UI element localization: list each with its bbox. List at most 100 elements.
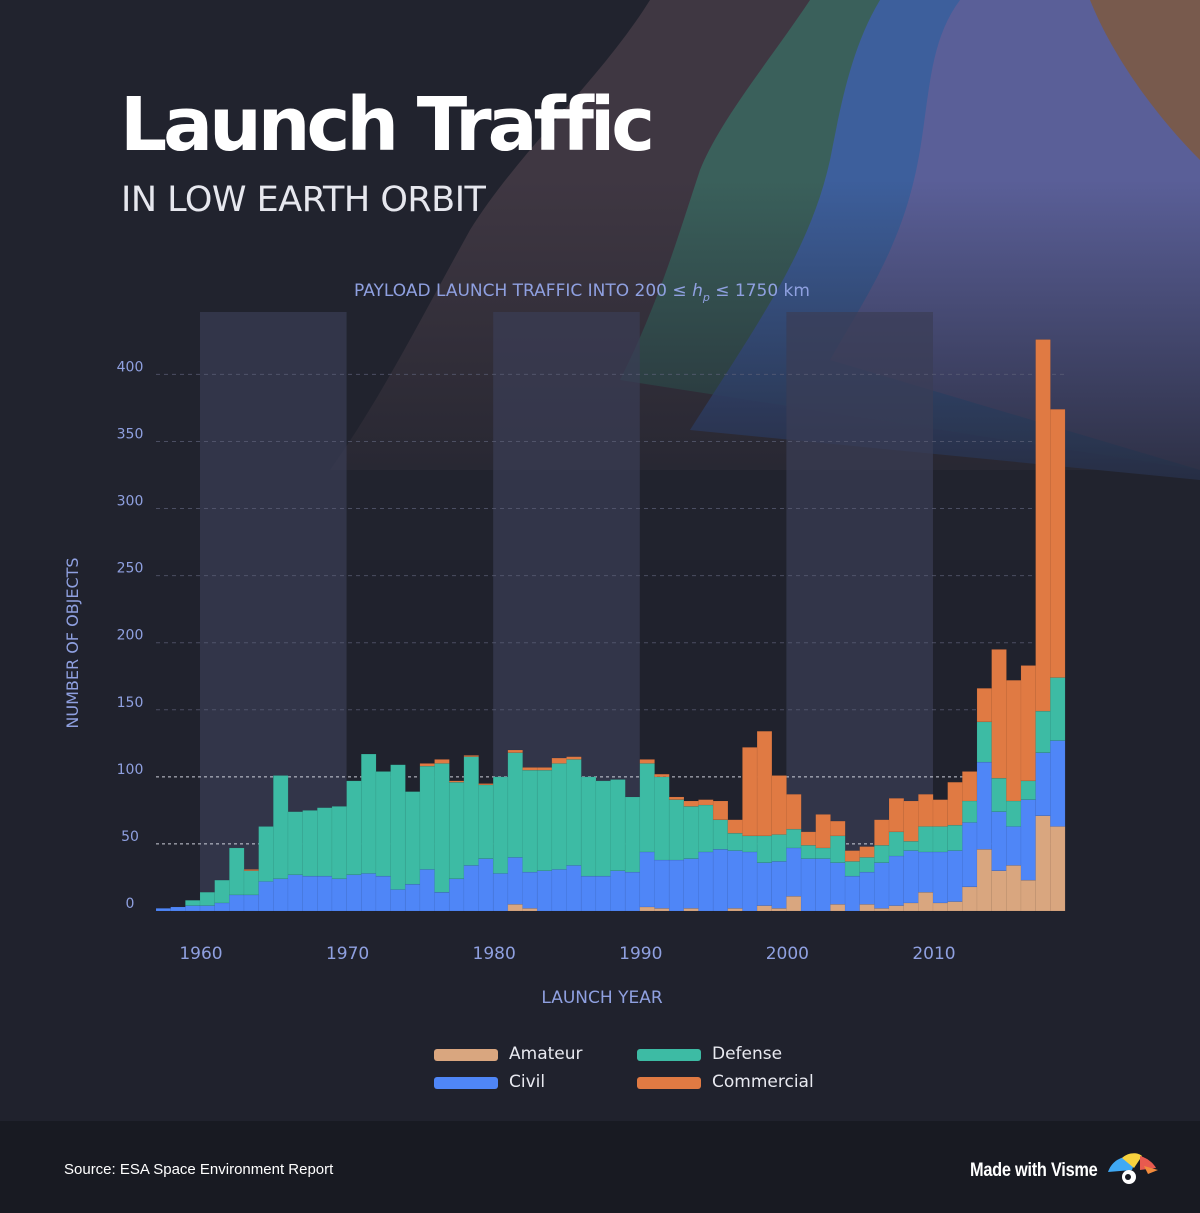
bar-defense bbox=[624, 796, 641, 873]
bar-defense bbox=[419, 765, 435, 870]
bar-civil bbox=[991, 811, 1007, 872]
bar-defense bbox=[830, 835, 846, 863]
bar-civil bbox=[1035, 752, 1051, 817]
bar-civil bbox=[624, 871, 641, 912]
bar-civil bbox=[756, 862, 773, 906]
y-tick-label: 200 bbox=[117, 628, 144, 644]
bar-civil bbox=[463, 865, 479, 912]
bar-civil bbox=[874, 862, 890, 909]
bar-commercial bbox=[243, 869, 260, 872]
bar-civil bbox=[536, 870, 553, 912]
bar-commercial bbox=[844, 850, 861, 862]
y-tick-label: 400 bbox=[117, 359, 144, 375]
bar-defense bbox=[654, 776, 670, 861]
bar-chart: 0 50 100 150 200 250 300 350 400 1960 1970 1980 199… bbox=[63, 281, 1066, 1008]
bar-commercial bbox=[888, 798, 905, 833]
x-tick-label: 1960 bbox=[179, 944, 222, 964]
bar-civil bbox=[434, 891, 450, 912]
bar-defense bbox=[214, 879, 230, 904]
bar-defense bbox=[1020, 780, 1037, 800]
bar-amateur bbox=[507, 904, 523, 912]
bar-commercial bbox=[566, 756, 582, 760]
bar-defense bbox=[448, 781, 465, 880]
bar-defense bbox=[492, 776, 509, 874]
bar-civil bbox=[683, 858, 699, 909]
chart-title: PAYLOAD LAUNCH TRAFFIC INTO 200 ≤ hp ≤ 1… bbox=[354, 281, 810, 304]
bar-civil bbox=[727, 850, 743, 909]
legend-swatch-amateur bbox=[434, 1049, 498, 1061]
bar-commercial bbox=[478, 783, 494, 786]
bar-civil bbox=[712, 849, 729, 912]
bar-amateur bbox=[903, 902, 919, 912]
page-subtitle: IN LOW EARTH ORBIT bbox=[121, 180, 486, 220]
bar-civil bbox=[698, 851, 714, 912]
bar-civil bbox=[243, 894, 260, 912]
bar-amateur bbox=[1050, 826, 1066, 912]
bar-commercial bbox=[786, 794, 802, 830]
bar-defense bbox=[536, 769, 553, 872]
bar-defense bbox=[243, 870, 260, 896]
bar-civil bbox=[976, 761, 993, 850]
bar-defense bbox=[258, 826, 274, 882]
bar-defense bbox=[888, 831, 905, 857]
bar-civil bbox=[815, 858, 831, 912]
bar-commercial bbox=[1020, 665, 1037, 782]
bar-defense bbox=[815, 847, 831, 859]
bar-commercial bbox=[918, 794, 934, 827]
bar-defense bbox=[185, 900, 201, 906]
bar-defense bbox=[317, 807, 333, 877]
bar-civil bbox=[962, 822, 978, 888]
bar-commercial bbox=[874, 819, 890, 846]
bar-civil bbox=[229, 894, 245, 912]
bar-commercial bbox=[830, 820, 846, 837]
bar-defense bbox=[273, 775, 289, 880]
bar-defense bbox=[859, 857, 875, 873]
bar-commercial bbox=[448, 780, 465, 783]
y-tick-label: 250 bbox=[117, 561, 144, 577]
y-tick-label: 350 bbox=[117, 426, 144, 442]
bar-defense bbox=[610, 779, 626, 872]
bar-amateur bbox=[962, 886, 978, 912]
bar-amateur bbox=[830, 904, 846, 912]
footer bbox=[0, 1121, 1200, 1213]
bar-defense bbox=[507, 752, 523, 858]
bar-commercial bbox=[815, 814, 831, 849]
bar-amateur bbox=[976, 849, 993, 912]
bar-defense bbox=[756, 835, 773, 863]
bar-commercial bbox=[654, 773, 670, 778]
bar-amateur bbox=[991, 870, 1007, 912]
source-note: Source: ESA Space Environment Report bbox=[64, 1161, 334, 1178]
legend-swatch-commercial bbox=[637, 1077, 701, 1089]
bar-amateur bbox=[1035, 815, 1051, 912]
bar-commercial bbox=[976, 688, 993, 723]
bar-civil bbox=[448, 878, 465, 912]
bar-defense bbox=[580, 776, 597, 877]
legend-label-commercial: Commercial bbox=[712, 1072, 814, 1092]
bar-amateur bbox=[639, 906, 655, 912]
bar-defense bbox=[903, 840, 919, 851]
bar-civil bbox=[786, 847, 802, 897]
bar-defense bbox=[566, 759, 582, 866]
x-tick-label: 2000 bbox=[766, 944, 809, 964]
wave-brown-right bbox=[1090, 0, 1200, 160]
page-title: Launch Traffic bbox=[120, 82, 655, 168]
bar-defense bbox=[463, 756, 479, 866]
bar-amateur bbox=[918, 891, 934, 912]
bar-civil bbox=[155, 908, 172, 912]
bar-defense bbox=[991, 777, 1007, 812]
bar-civil bbox=[419, 869, 435, 912]
bar-civil bbox=[947, 850, 963, 902]
bars bbox=[155, 339, 1066, 912]
bar-amateur bbox=[683, 908, 699, 912]
bar-civil bbox=[170, 906, 186, 912]
bar-civil bbox=[595, 875, 611, 912]
bar-civil bbox=[551, 869, 567, 912]
bar-civil bbox=[478, 858, 494, 912]
bar-civil bbox=[404, 883, 421, 912]
bar-commercial bbox=[800, 831, 817, 846]
bar-defense bbox=[668, 799, 685, 861]
bar-civil bbox=[360, 873, 377, 912]
bar-civil bbox=[918, 851, 934, 893]
bar-civil bbox=[742, 851, 758, 912]
